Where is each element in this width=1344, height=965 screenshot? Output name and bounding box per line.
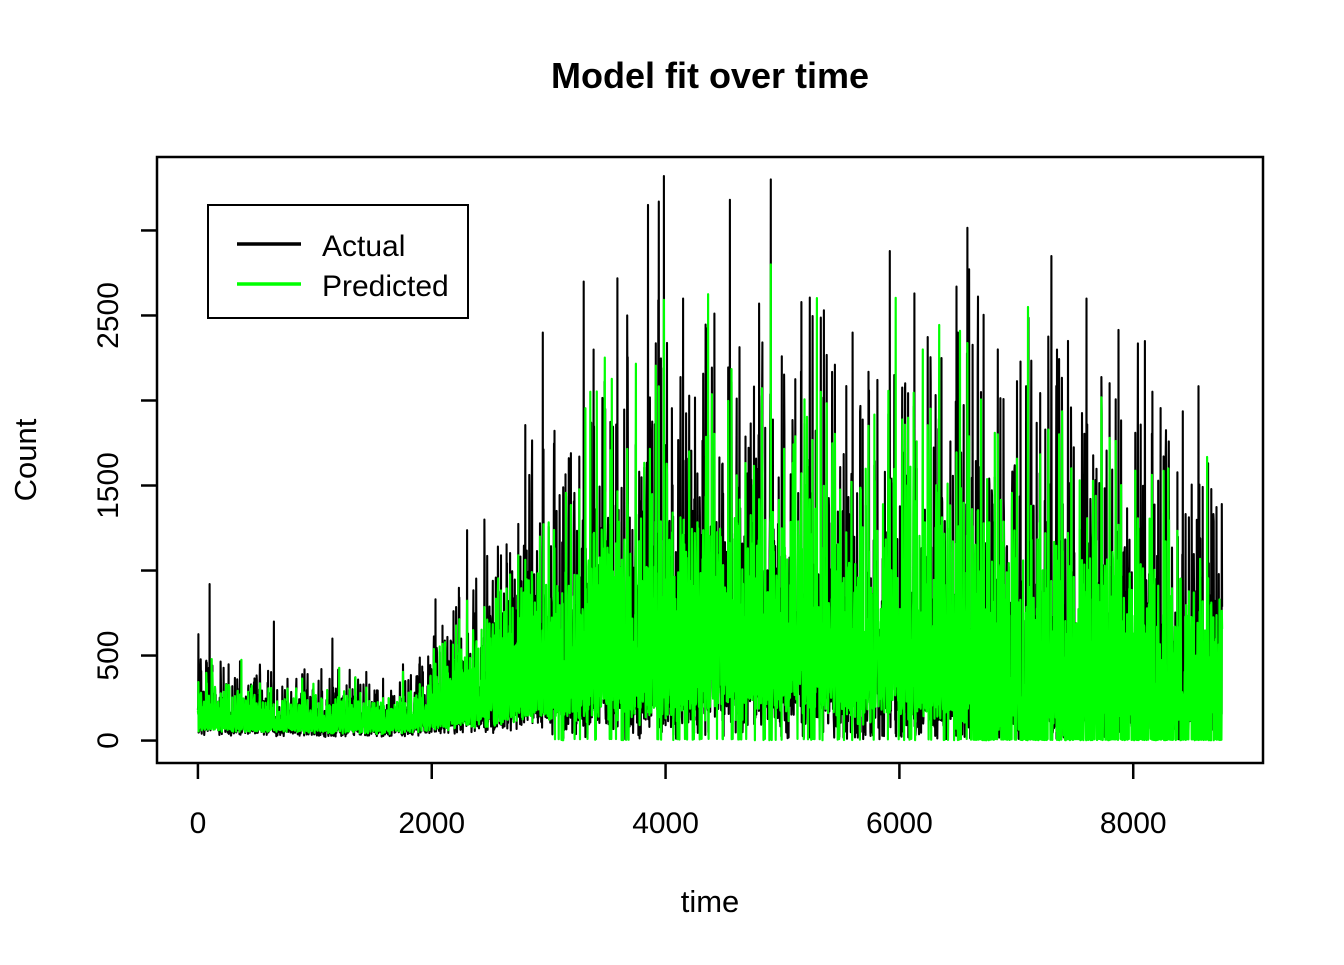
y-tick-label: 500 <box>92 631 125 681</box>
legend-predicted-label: Predicted <box>322 270 449 303</box>
x-tick-label: 4000 <box>632 807 699 840</box>
legend-box <box>207 204 469 319</box>
x-tick-label: 2000 <box>398 807 465 840</box>
plot-area-border <box>155 155 1265 765</box>
x-tick-label: 6000 <box>866 807 933 840</box>
y-axis: 0 500 1500 2500 <box>92 229 157 749</box>
y-tick-label: 2500 <box>92 282 125 349</box>
x-tick-label: 8000 <box>1100 807 1167 840</box>
predicted-series-line <box>196 263 1224 742</box>
y-tick-label: 1500 <box>92 452 125 519</box>
y-tick-label: 0 <box>92 732 125 749</box>
x-tick-label: 0 <box>190 807 207 840</box>
y-axis-label: Count <box>8 418 43 501</box>
chart-title: Model fit over time <box>551 55 869 96</box>
legend: Actual Predicted <box>207 204 469 319</box>
x-axis-label: time <box>681 884 740 919</box>
x-axis: 0 2000 4000 6000 8000 <box>190 763 1167 840</box>
legend-actual-label: Actual <box>322 230 405 263</box>
